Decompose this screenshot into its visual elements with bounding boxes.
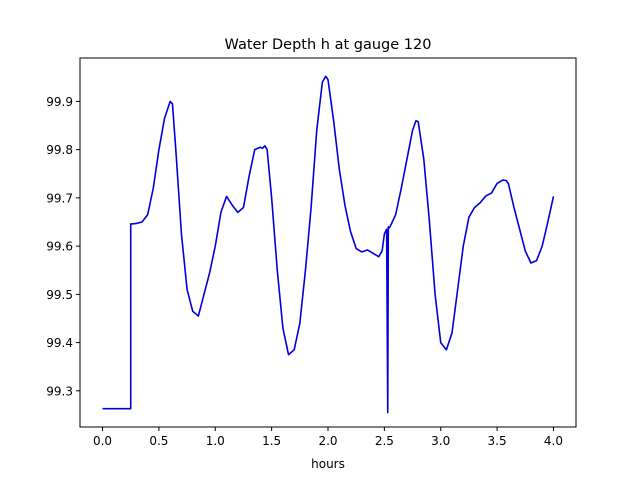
y-tick-label: 99.4	[46, 336, 73, 350]
y-tick-label: 99.6	[46, 240, 73, 254]
x-axis-label: hours	[311, 457, 345, 471]
x-tick-label: 2.0	[318, 434, 337, 448]
y-tick-label: 99.5	[46, 288, 73, 302]
x-tick-label: 1.5	[262, 434, 281, 448]
x-tick-label: 0.0	[93, 434, 112, 448]
x-tick-label: 3.0	[431, 434, 450, 448]
x-tick-label: 2.5	[375, 434, 394, 448]
x-tick-label: 3.5	[488, 434, 507, 448]
x-axis: 0.0 0.5 1.0 1.5 2.0 2.5 3.0 3.5 4.0	[93, 427, 563, 448]
y-tick-label: 99.8	[46, 143, 73, 157]
x-tick-label: 4.0	[544, 434, 563, 448]
y-tick-label: 99.9	[46, 95, 73, 109]
y-axis: 99.3 99.4 99.5 99.6 99.7 99.8 99.9	[46, 95, 80, 398]
y-tick-label: 99.7	[46, 191, 73, 205]
series-line-water-depth	[102, 75, 555, 414]
y-tick-label: 99.3	[46, 384, 73, 398]
chart-title: Water Depth h at gauge 120	[225, 37, 432, 53]
x-tick-label: 0.5	[149, 434, 168, 448]
x-tick-label: 1.0	[206, 434, 225, 448]
